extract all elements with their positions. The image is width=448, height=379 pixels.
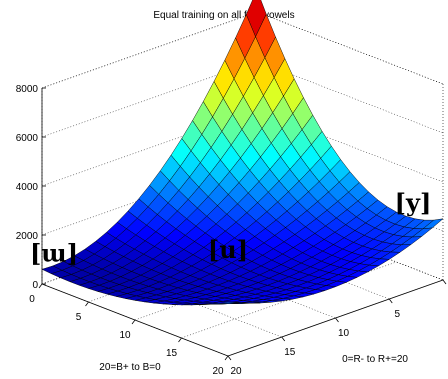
x-tick-label: 10 <box>119 330 131 341</box>
x-tick-label: 15 <box>166 348 178 359</box>
z-tick-label: 8000 <box>16 84 39 95</box>
y-tick-label: 10 <box>338 328 350 339</box>
x-tick-label: 0 <box>29 294 35 305</box>
x-axis-label: 20=B+ to B=0 <box>99 362 161 373</box>
y-tick-mark <box>227 355 232 361</box>
y-tick-mark <box>335 317 339 323</box>
z-tick-label: 4000 <box>16 182 39 193</box>
z-tick-label: 6000 <box>16 133 39 144</box>
x-tick-mark <box>38 283 43 289</box>
y-tick-mark <box>281 336 286 342</box>
chart-title: Equal training on all four vowels <box>153 10 295 21</box>
x-tick-label: 20 <box>212 366 224 377</box>
y-tick-mark <box>442 279 447 285</box>
y-tick-label: 20 <box>230 366 242 377</box>
vowel-label: [ɯ] <box>30 238 78 267</box>
x-tick-mark <box>85 301 89 307</box>
tick-labels: 051015202015105002000400060008000 <box>16 84 447 377</box>
y-tick-label: 5 <box>394 309 400 320</box>
surface-patch <box>218 301 239 304</box>
vowel-label: [u] <box>208 235 248 264</box>
x-tick-mark <box>178 337 182 343</box>
axis-labels: 20=B+ to B=0 0=R- to R+=20 <box>99 354 408 373</box>
surface-mesh <box>41 0 444 306</box>
z-tick-label: 0 <box>32 280 38 291</box>
z-tick-label: 2000 <box>16 231 39 242</box>
vowel-label: [y] <box>395 188 432 217</box>
x-tick-mark <box>131 319 136 325</box>
x-tick-mark <box>224 355 229 361</box>
x-tick-label: 5 <box>76 312 82 323</box>
y-tick-mark <box>388 298 393 304</box>
vowel-annotations: [i][ɯ][u][y] <box>30 188 432 268</box>
y-tick-label: 15 <box>284 347 296 358</box>
y-axis-label: 0=R- to R+=20 <box>342 354 408 365</box>
